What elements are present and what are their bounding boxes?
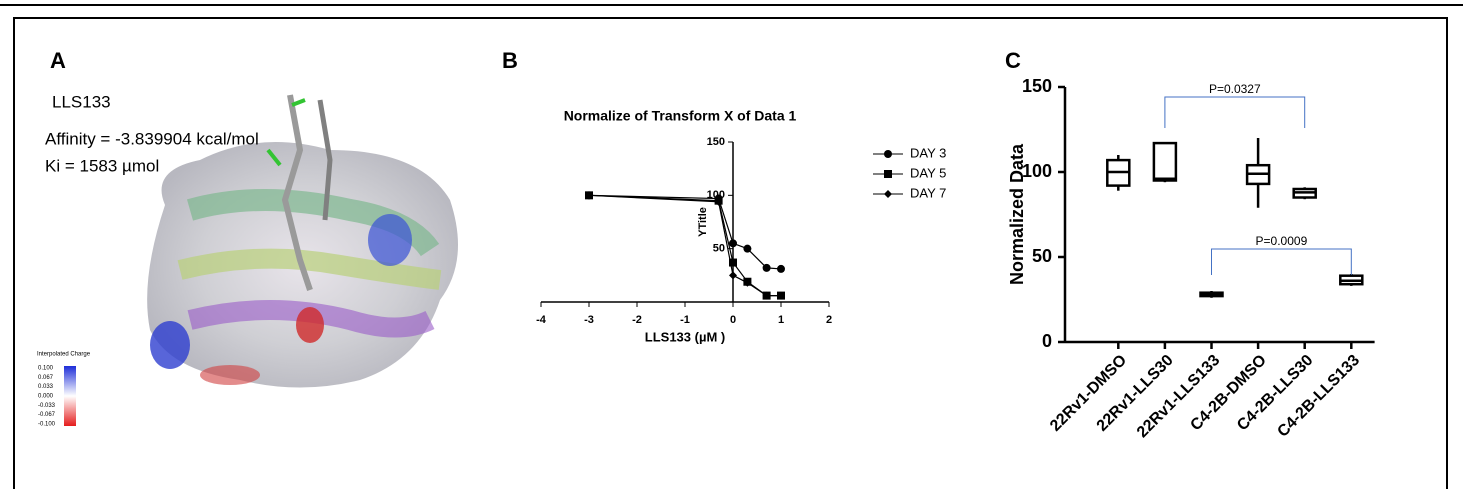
y-tick-label: 0 — [1042, 331, 1052, 351]
panel-label: A — [50, 48, 66, 73]
box — [1154, 143, 1176, 180]
colorbar — [64, 366, 76, 426]
series-line — [589, 195, 781, 269]
x-tick-label: -3 — [584, 314, 594, 326]
affinity: Affinity = -3.839904 kcal/mol — [45, 129, 259, 148]
significance-bracket — [1212, 249, 1352, 275]
y-axis-label: YTitle — [697, 207, 709, 237]
panel-label: B — [502, 48, 518, 73]
chart-title: Normalize of Transform X of Data 1 — [564, 108, 797, 124]
x-tick-label: -2 — [632, 314, 642, 326]
p-value: P=0.0009 — [1256, 234, 1308, 248]
y-tick-label: 50 — [713, 243, 725, 255]
significance-bracket — [1165, 97, 1305, 128]
marker — [729, 271, 737, 279]
x-tick-label: -4 — [536, 314, 547, 326]
y-axis-label: Normalized Data — [1007, 143, 1027, 285]
legend-label: DAY 7 — [910, 185, 946, 200]
legend-marker — [884, 190, 892, 198]
panel-label: C — [1005, 48, 1021, 73]
x-tick-label: 22Rv1-LLS133 — [1134, 352, 1223, 441]
series-line — [589, 195, 781, 295]
colorbar-title: Interpolated Charge — [37, 352, 91, 358]
legend-marker — [884, 150, 892, 158]
y-tick-label: 150 — [707, 136, 725, 148]
marker — [743, 245, 751, 253]
x-tick-label: 1 — [778, 314, 784, 326]
colorbar-tick: 0.033 — [38, 384, 54, 390]
legend-label: DAY 3 — [910, 145, 946, 160]
legend-label: DAY 5 — [910, 165, 946, 180]
page: A LLS133 Affinity = -3.839904 kcal/mol K… — [0, 0, 1463, 489]
x-axis-label: LLS133 (µM ) — [645, 329, 725, 344]
colorbar-tick: -0.033 — [38, 403, 56, 409]
x-tick-label: C4-2B-LLS133 — [1274, 352, 1363, 441]
legend-marker — [884, 170, 892, 178]
y-tick-label: 150 — [1022, 76, 1052, 96]
x-tick-label: 0 — [730, 314, 736, 326]
series-line — [589, 195, 781, 295]
ki: Ki = 1583 µmol — [45, 156, 159, 175]
colorbar-tick: 0.067 — [38, 375, 54, 381]
figure: A LLS133 Affinity = -3.839904 kcal/mol K… — [0, 0, 1463, 489]
y-tick-label: 50 — [1032, 246, 1052, 266]
colorbar-tick: -0.067 — [38, 412, 56, 418]
marker — [777, 265, 785, 273]
ligand-name: LLS133 — [52, 92, 111, 111]
colorbar-tick: 0.100 — [38, 366, 54, 372]
p-value: P=0.0327 — [1209, 82, 1261, 96]
marker — [729, 239, 737, 247]
marker — [763, 264, 771, 272]
x-tick-label: 2 — [826, 314, 832, 326]
colorbar-tick: -0.100 — [38, 422, 56, 428]
x-tick-label: -1 — [680, 314, 690, 326]
colorbar-tick: 0.000 — [38, 394, 54, 400]
